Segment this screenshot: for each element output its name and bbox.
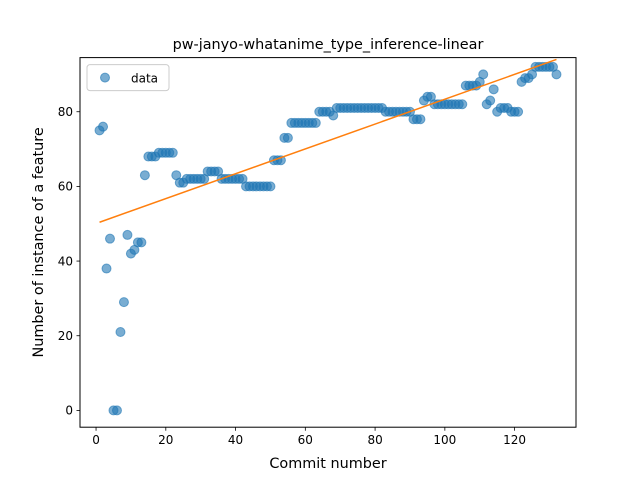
data-point — [415, 114, 426, 125]
x-tick-label: 100 — [433, 433, 456, 447]
x-axis-label: Commit number — [269, 456, 386, 472]
data-point — [310, 117, 321, 128]
x-axis: 0 20 40 60 80 100 120 — [92, 427, 526, 447]
chart-title: pw-janyo-whatanime_type_inference-linear — [173, 37, 484, 53]
legend-label: data — [131, 72, 158, 86]
x-tick-label: 60 — [298, 433, 313, 447]
legend-box — [86, 64, 170, 92]
y-tick-label: 0 — [65, 404, 73, 418]
data-point — [457, 99, 468, 110]
data-point — [513, 106, 524, 117]
x-tick-label: 20 — [158, 433, 173, 447]
data-point — [104, 233, 115, 244]
data-point — [282, 132, 293, 143]
data-point — [551, 69, 562, 80]
data-point — [122, 229, 133, 240]
data-point — [136, 237, 147, 248]
y-axis: 0 20 40 60 80 — [58, 105, 80, 418]
y-axis-label: Number of instance of a feature — [31, 127, 47, 357]
y-tick-label: 20 — [58, 329, 73, 343]
trend-line — [99, 58, 557, 223]
data-point — [167, 147, 178, 158]
legend: data — [86, 64, 170, 92]
plot-layer — [94, 58, 562, 416]
data-point — [139, 170, 150, 181]
data-point — [111, 405, 122, 416]
x-tick-label: 40 — [228, 433, 243, 447]
y-tick-label: 40 — [58, 254, 73, 268]
y-tick-label: 80 — [58, 105, 73, 119]
data-point — [485, 95, 496, 106]
x-tick-label: 80 — [367, 433, 382, 447]
y-tick-label: 60 — [58, 180, 73, 194]
data-point — [101, 263, 112, 274]
axes-frame — [79, 57, 577, 428]
x-tick-label: 0 — [92, 433, 100, 447]
data-point — [98, 121, 109, 132]
legend-marker — [100, 72, 110, 83]
data-point — [115, 327, 126, 337]
x-tick-label: 120 — [503, 433, 526, 447]
data-point — [478, 69, 489, 80]
data-point — [118, 297, 129, 308]
data-point — [488, 84, 499, 95]
data-point — [265, 181, 276, 192]
